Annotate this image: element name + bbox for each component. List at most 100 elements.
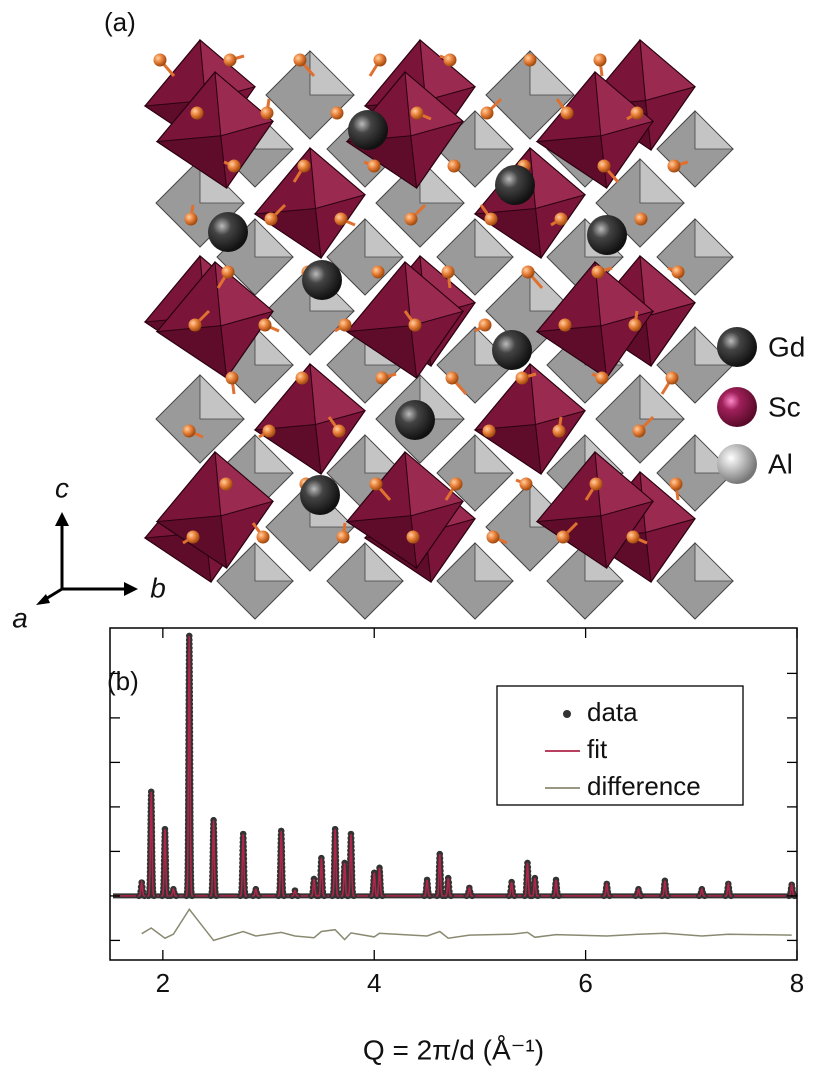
fit-peak: [661, 880, 669, 897]
fit-peak: [523, 862, 532, 897]
arrow-head: [124, 582, 138, 596]
oxygen-atom: [258, 318, 272, 332]
x-tick-label: 8: [790, 968, 804, 998]
oxygen-atom: [449, 477, 463, 491]
oxygen-atom: [410, 106, 424, 120]
oxygen-atom: [443, 53, 457, 67]
gd-atom: [395, 400, 435, 440]
oxygen-atom: [519, 477, 533, 491]
fit-peak: [602, 881, 611, 897]
oxygen-atom: [667, 159, 681, 173]
legend-sphere: [717, 327, 757, 367]
oxygen-atom: [184, 212, 198, 226]
oxygen-atom: [591, 265, 605, 279]
gd-atom: [348, 110, 388, 150]
legend-label: difference: [587, 771, 701, 801]
diffraction-plot: 2 4 6 8 Q = 2π/d (Å⁻¹) (b) data fit difference: [107, 627, 804, 1065]
tetrahedron-face: [254, 326, 294, 366]
oxygen-atom: [264, 212, 278, 226]
fit-peak: [444, 877, 452, 897]
fit-peak: [375, 867, 384, 897]
oxygen-atom: [556, 530, 570, 544]
gd-atom: [208, 212, 248, 252]
oxygen-atom: [225, 371, 239, 385]
octahedron-face: [404, 450, 465, 517]
oxygen-atom: [408, 318, 422, 332]
legend-label: fit: [587, 734, 608, 764]
tetrahedron-face: [639, 374, 685, 420]
oxygen-atom: [482, 424, 496, 438]
oxygen-atom: [595, 371, 609, 385]
fit-peak: [147, 791, 155, 897]
oxygen-atom: [478, 318, 492, 332]
fit-peak: [277, 830, 285, 897]
oxygen-atom: [404, 212, 418, 226]
octahedron-face: [594, 260, 655, 327]
octahedron-face: [214, 450, 275, 517]
gd-atom: [300, 475, 340, 515]
oxygen-atom: [669, 477, 683, 491]
octahedron-face: [214, 70, 275, 137]
tetrahedron-face: [474, 110, 514, 150]
fit-peak: [531, 877, 539, 897]
oxygen-atom: [375, 371, 389, 385]
oxygen-atom: [484, 212, 498, 226]
crystal-structure: [143, 38, 734, 620]
oxygen-atom: [221, 265, 235, 279]
axis-name: a: [12, 602, 28, 633]
legend-label: Sc: [768, 391, 801, 422]
oxygen-atom: [665, 371, 679, 385]
oxygen-atom: [630, 106, 644, 120]
octahedron-face: [309, 362, 367, 426]
oxygen-atom: [295, 371, 309, 385]
oxygen-atom: [182, 424, 196, 438]
data-point: [210, 817, 217, 824]
gd-atom: [495, 165, 535, 205]
oxygen-atom: [297, 159, 311, 173]
oxygen-atom: [186, 530, 200, 544]
legend-label: data: [587, 697, 638, 727]
tetrahedron-face: [364, 434, 404, 474]
x-tick-label: 2: [156, 968, 170, 998]
oxygen-atom: [293, 53, 307, 67]
axis-name: c: [55, 472, 69, 503]
tetrahedron-face: [364, 542, 404, 582]
fit-peak: [634, 887, 643, 897]
oxygen-atom: [338, 318, 352, 332]
oxygen-atom: [373, 53, 387, 67]
oxygen-atom: [369, 477, 383, 491]
octahedron-face: [639, 254, 697, 318]
plot-frame: [109, 627, 798, 961]
oxygen-atom: [521, 265, 535, 279]
oxygen-atom: [626, 530, 640, 544]
fit-peak: [552, 879, 560, 897]
tetrahedron-face: [529, 50, 575, 96]
oxygen-atom: [523, 53, 537, 67]
fit-peak: [310, 878, 318, 897]
fit-peak: [331, 829, 339, 897]
tetrahedron-face: [694, 110, 734, 150]
oxygen-atom: [445, 371, 459, 385]
oxygen-atom: [558, 318, 572, 332]
oxygen-atom: [367, 159, 381, 173]
octahedron-face: [594, 70, 655, 137]
arrow-head: [55, 512, 69, 526]
oxygen-atom: [552, 424, 566, 438]
arrow-head: [36, 594, 50, 605]
oxygen-atom: [634, 212, 648, 226]
octahedron-face: [639, 38, 697, 102]
panel-label: (b): [107, 666, 139, 696]
tetrahedron-face: [254, 434, 294, 474]
tetrahedron-face: [309, 50, 355, 96]
legend-sphere: [717, 387, 757, 427]
tetrahedron-face: [474, 218, 514, 258]
oxygen-atom: [260, 106, 274, 120]
oxygen-atom: [515, 371, 529, 385]
oxygen-atom: [227, 159, 241, 173]
tetrahedron-face: [639, 158, 685, 204]
x-tick-label: 6: [578, 968, 592, 998]
oxygen-atom: [371, 265, 385, 279]
octahedron-face: [309, 146, 367, 210]
octahedron-face: [404, 260, 465, 327]
